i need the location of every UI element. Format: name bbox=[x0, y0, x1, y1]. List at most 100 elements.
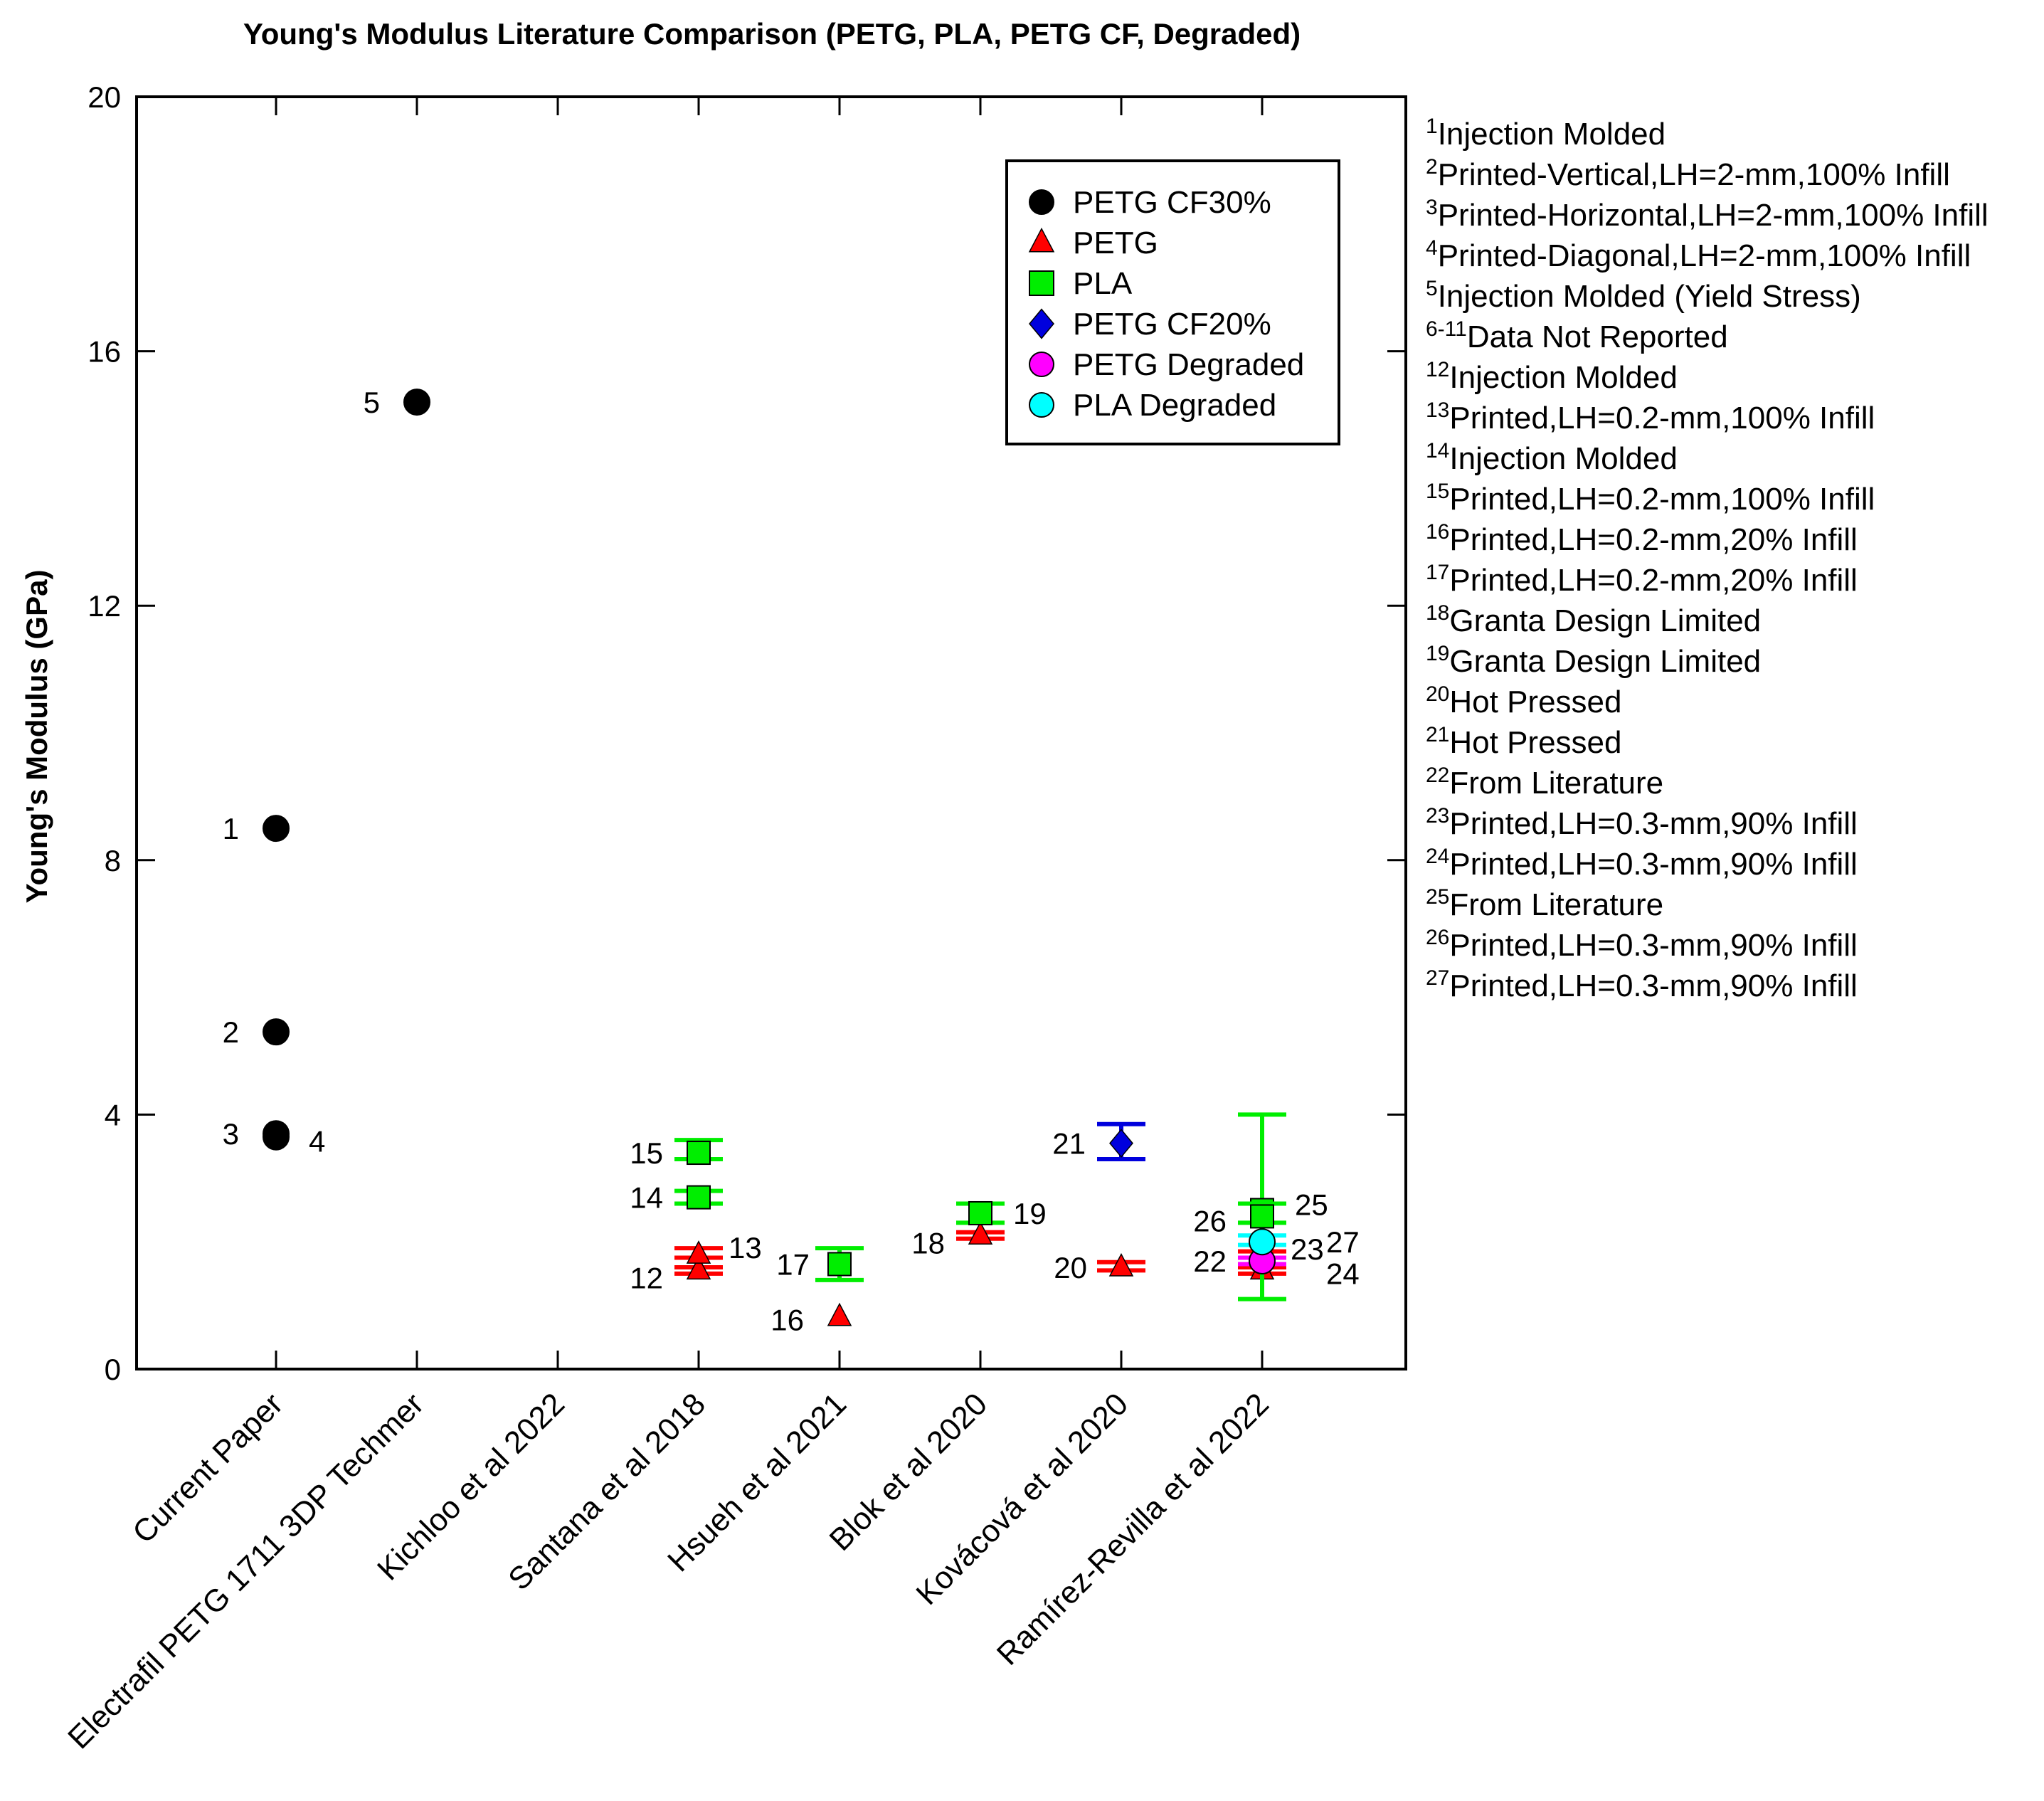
legend-box bbox=[1005, 159, 1340, 445]
footnotes: 1Injection Molded2Printed-Vertical,LH=2-… bbox=[1426, 115, 1989, 1003]
data-point-label: 5 bbox=[364, 386, 380, 419]
footnote: 20Hot Pressed bbox=[1426, 682, 1621, 719]
data-point bbox=[263, 1018, 290, 1046]
plot-area bbox=[135, 95, 1407, 1370]
footnote: 1Injection Molded bbox=[1426, 115, 1666, 152]
chart-title: Young's Modulus Literature Comparison (P… bbox=[243, 17, 1301, 51]
footnote: 5Injection Molded (Yield Stress) bbox=[1426, 277, 1861, 314]
legend-label: PLA Degraded bbox=[1073, 388, 1276, 423]
footnote-number: 20 bbox=[1426, 682, 1449, 706]
footnote-text: Printed,LH=0.3-mm,90% Infill bbox=[1449, 968, 1857, 1003]
legend-marker bbox=[1029, 308, 1054, 339]
y-tick-label: 0 bbox=[105, 1353, 121, 1386]
footnote-text: Injection Molded bbox=[1449, 441, 1677, 476]
legend-label: PETG Degraded bbox=[1073, 347, 1304, 382]
data-point-label: 21 bbox=[1052, 1127, 1086, 1161]
data-point bbox=[968, 1221, 993, 1245]
footnote: 21Hot Pressed bbox=[1426, 723, 1621, 760]
footnote-number: 1 bbox=[1426, 115, 1438, 138]
footnote: 25From Literature bbox=[1426, 885, 1663, 922]
footnote: 18Granta Design Limited bbox=[1426, 601, 1761, 638]
footnote: 4Printed-Diagonal,LH=2-mm,100% Infill bbox=[1426, 236, 1971, 273]
footnote-text: Printed-Vertical,LH=2-mm,100% Infill bbox=[1438, 157, 1950, 192]
legend-marker bbox=[1028, 227, 1055, 253]
legend-marker bbox=[1029, 352, 1054, 377]
footnote: 22From Literature bbox=[1426, 764, 1663, 801]
series-petg-cf20-: 21 bbox=[1052, 1121, 1145, 1161]
footnote-number: 27 bbox=[1426, 966, 1449, 990]
footnote-number: 14 bbox=[1426, 439, 1449, 463]
footnote-number: 12 bbox=[1426, 358, 1449, 381]
footnote: 19Granta Design Limited bbox=[1426, 642, 1761, 679]
legend-marker bbox=[1029, 189, 1054, 215]
footnote: 3Printed-Horizontal,LH=2-mm,100% Infill bbox=[1426, 196, 1989, 233]
footnote-text: Injection Molded bbox=[1438, 117, 1666, 152]
legend-label: PETG CF20% bbox=[1073, 307, 1271, 342]
footnote-text: Printed,LH=0.2-mm,20% Infill bbox=[1449, 522, 1857, 557]
footnote: 13Printed,LH=0.2-mm,100% Infill bbox=[1426, 398, 1875, 435]
data-point bbox=[263, 1123, 290, 1151]
legend-label: PLA bbox=[1073, 266, 1133, 301]
footnote-number: 23 bbox=[1426, 804, 1449, 828]
y-tick-label: 4 bbox=[105, 1098, 121, 1131]
footnote-text: Granta Design Limited bbox=[1449, 603, 1761, 638]
data-point-label: 27 bbox=[1326, 1225, 1360, 1259]
data-point bbox=[827, 1302, 852, 1326]
data-point bbox=[263, 815, 290, 843]
y-axis-label: Young's Modulus (GPa) bbox=[20, 570, 53, 904]
footnote: 12Injection Molded bbox=[1426, 358, 1678, 395]
footnote-number: 4 bbox=[1426, 236, 1438, 260]
data-point-label: 17 bbox=[776, 1247, 810, 1281]
data-point bbox=[686, 1240, 711, 1264]
legend-items: PETG CF30% PETG PLA PETG CF20% PETG Degraded… bbox=[1028, 185, 1304, 423]
footnote: 17Printed,LH=0.2-mm,20% Infill bbox=[1426, 561, 1858, 598]
data-point bbox=[1108, 1252, 1134, 1277]
footnote-number: 22 bbox=[1426, 764, 1449, 787]
data-point-label: 18 bbox=[911, 1226, 945, 1259]
footnote-text: Printed,LH=0.2-mm,100% Infill bbox=[1449, 482, 1875, 517]
y-tick-label: 20 bbox=[88, 80, 121, 114]
footnote-number: 25 bbox=[1426, 885, 1449, 909]
footnote: 24Printed,LH=0.3-mm,90% Infill bbox=[1426, 845, 1858, 882]
series-pla: 14 15 17 19 25 26 bbox=[630, 1112, 1328, 1301]
data-point-label: 1 bbox=[223, 812, 239, 845]
footnote: 6-11Data Not Reported bbox=[1426, 317, 1728, 354]
legend-label: PETG CF30% bbox=[1073, 185, 1271, 220]
data-point-label: 14 bbox=[630, 1181, 663, 1215]
footnote-text: Hot Pressed bbox=[1449, 725, 1621, 760]
data-point-label: 26 bbox=[1193, 1204, 1227, 1237]
y-tick-label: 8 bbox=[105, 844, 121, 877]
data-point bbox=[687, 1141, 711, 1166]
footnote: 14Injection Molded bbox=[1426, 439, 1678, 476]
series-petg-cf30-: 1 2 3 4 5 bbox=[223, 386, 430, 1158]
data-point-label: 24 bbox=[1326, 1257, 1360, 1290]
data-point-label: 4 bbox=[309, 1125, 325, 1158]
legend-marker bbox=[1029, 392, 1054, 418]
footnote-number: 13 bbox=[1426, 398, 1449, 422]
series-petg-degraded: 22 bbox=[1193, 1245, 1286, 1278]
footnote: 27Printed,LH=0.3-mm,90% Infill bbox=[1426, 966, 1858, 1003]
footnote-number: 17 bbox=[1426, 561, 1449, 584]
footnote-number: 19 bbox=[1426, 642, 1449, 665]
footnote-number: 6-11 bbox=[1426, 317, 1467, 341]
footnote-number: 24 bbox=[1426, 845, 1449, 868]
footnote-number: 21 bbox=[1426, 723, 1449, 746]
data-point-label: 19 bbox=[1013, 1197, 1047, 1230]
data-point bbox=[968, 1200, 992, 1225]
footnote-text: Printed-Diagonal,LH=2-mm,100% Infill bbox=[1438, 238, 1971, 273]
footnote-text: Printed,LH=0.3-mm,90% Infill bbox=[1449, 928, 1857, 963]
data-point bbox=[403, 389, 430, 416]
data-point-label: 13 bbox=[729, 1231, 762, 1264]
footnote-text: Printed-Horizontal,LH=2-mm,100% Infill bbox=[1438, 198, 1989, 233]
footnote-number: 2 bbox=[1426, 155, 1438, 179]
data-point-label: 3 bbox=[223, 1117, 239, 1151]
data-point-label: 15 bbox=[630, 1136, 663, 1170]
data-point-label: 25 bbox=[1295, 1188, 1328, 1222]
data-point-label: 16 bbox=[771, 1304, 804, 1337]
legend: PETG CF30% PETG PLA PETG CF20% PETG Degraded… bbox=[1005, 159, 1340, 445]
footnote-number: 3 bbox=[1426, 196, 1438, 219]
legend-label: PETG bbox=[1073, 226, 1158, 260]
data-point-label: 22 bbox=[1193, 1245, 1227, 1278]
